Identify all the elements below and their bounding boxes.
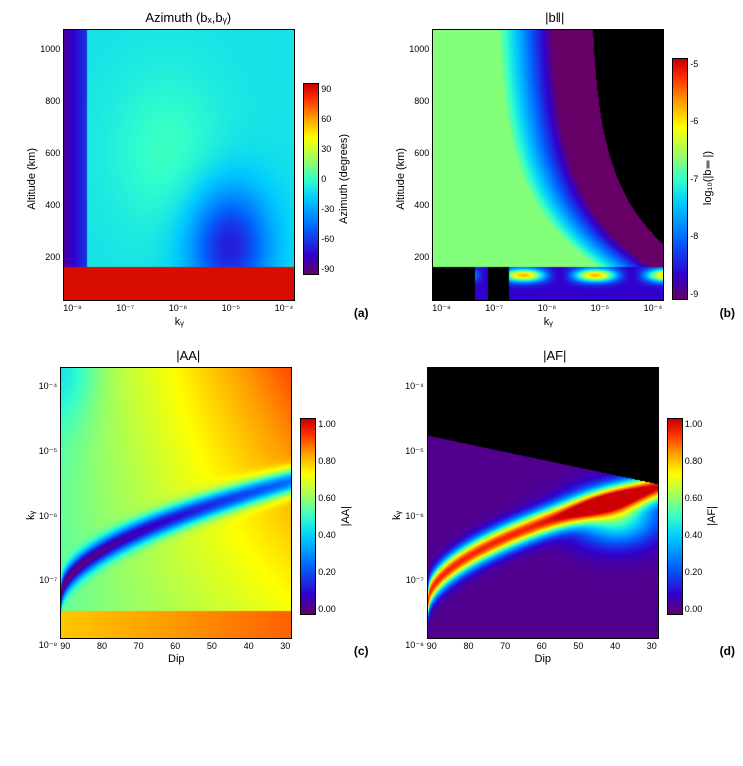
panel-a-plot bbox=[63, 29, 295, 301]
panel-d-plot bbox=[427, 367, 659, 639]
panel-b-colorbar bbox=[672, 58, 688, 300]
panel-c-xticks: 90 80 70 60 50 40 30 bbox=[60, 641, 290, 651]
panel-d-title: |AF| bbox=[543, 348, 566, 363]
panel-c-cbar-ticks: 1.00 0.80 0.60 0.40 0.20 0.00 bbox=[318, 419, 336, 614]
panel-c-title: |AA| bbox=[176, 348, 200, 363]
panel-c-cbar-label: |AA| bbox=[340, 506, 352, 526]
panel-d-xlabel: Dip bbox=[427, 653, 659, 665]
panel-c-letter: (c) bbox=[354, 644, 369, 658]
panel-b-cbar-label: log₁₀(|b‖|) bbox=[702, 151, 714, 205]
panel-d-colorbar bbox=[667, 418, 683, 615]
panel-c-plot bbox=[60, 367, 292, 639]
panel-d-letter: (d) bbox=[720, 644, 735, 658]
panel-b-plot bbox=[432, 29, 664, 301]
panel-a-yticks: 1000 800 600 400 200 bbox=[40, 44, 60, 314]
panel-c: |AA| kᵧ 10⁻⁴ 10⁻⁵ 10⁻⁶ 10⁻⁷ 10⁻⁸ 90 80 7… bbox=[10, 348, 367, 666]
panel-d-cbar-label: |AF| bbox=[706, 506, 718, 526]
panel-d-xticks: 90 80 70 60 50 40 30 bbox=[427, 641, 657, 651]
figure-grid: Azimuth (bₓ,bᵧ) Altitude (km) 1000 800 6… bbox=[10, 10, 733, 666]
panel-a-letter: (a) bbox=[354, 306, 369, 320]
panel-b-ylabel: Altitude (km) bbox=[395, 148, 407, 210]
panel-b-yticks: 1000 800 600 400 200 bbox=[409, 44, 429, 314]
panel-d-yticks: 10⁻⁴ 10⁻⁵ 10⁻⁶ 10⁻⁷ 10⁻⁸ bbox=[405, 381, 424, 651]
panel-b-xlabel: kᵧ bbox=[432, 316, 664, 328]
panel-c-yticks: 10⁻⁴ 10⁻⁵ 10⁻⁶ 10⁻⁷ 10⁻⁸ bbox=[39, 381, 58, 651]
panel-b-xticks: 10⁻⁸ 10⁻⁷ 10⁻⁶ 10⁻⁵ 10⁻⁴ bbox=[432, 303, 662, 314]
panel-b-title: |b‖| bbox=[545, 10, 564, 25]
panel-c-colorbar bbox=[300, 418, 316, 615]
panel-b: |b‖| Altitude (km) 1000 800 600 400 200 … bbox=[377, 10, 734, 328]
panel-a-xlabel: kᵧ bbox=[63, 316, 295, 328]
panel-b-letter: (b) bbox=[720, 306, 735, 320]
panel-c-ylabel: kᵧ bbox=[25, 511, 37, 520]
panel-d-ylabel: kᵧ bbox=[391, 511, 403, 520]
panel-a-cbar-ticks: 90 60 30 0 -30 -60 -90 bbox=[321, 84, 334, 274]
panel-a-cbar-label: Azimuth (degrees) bbox=[338, 134, 350, 224]
panel-a-ylabel: Altitude (km) bbox=[26, 148, 38, 210]
panel-a-title: Azimuth (bₓ,bᵧ) bbox=[145, 10, 231, 25]
panel-a-colorbar bbox=[303, 83, 319, 275]
panel-d: |AF| kᵧ 10⁻⁴ 10⁻⁵ 10⁻⁶ 10⁻⁷ 10⁻⁸ 90 80 7… bbox=[377, 348, 734, 666]
panel-d-cbar-ticks: 1.00 0.80 0.60 0.40 0.20 0.00 bbox=[685, 419, 703, 614]
panel-a: Azimuth (bₓ,bᵧ) Altitude (km) 1000 800 6… bbox=[10, 10, 367, 328]
panel-c-xlabel: Dip bbox=[60, 653, 292, 665]
panel-b-cbar-ticks: -5 -6 -7 -8 -9 bbox=[690, 59, 698, 299]
panel-a-xticks: 10⁻⁸ 10⁻⁷ 10⁻⁶ 10⁻⁵ 10⁻⁴ bbox=[63, 303, 293, 314]
